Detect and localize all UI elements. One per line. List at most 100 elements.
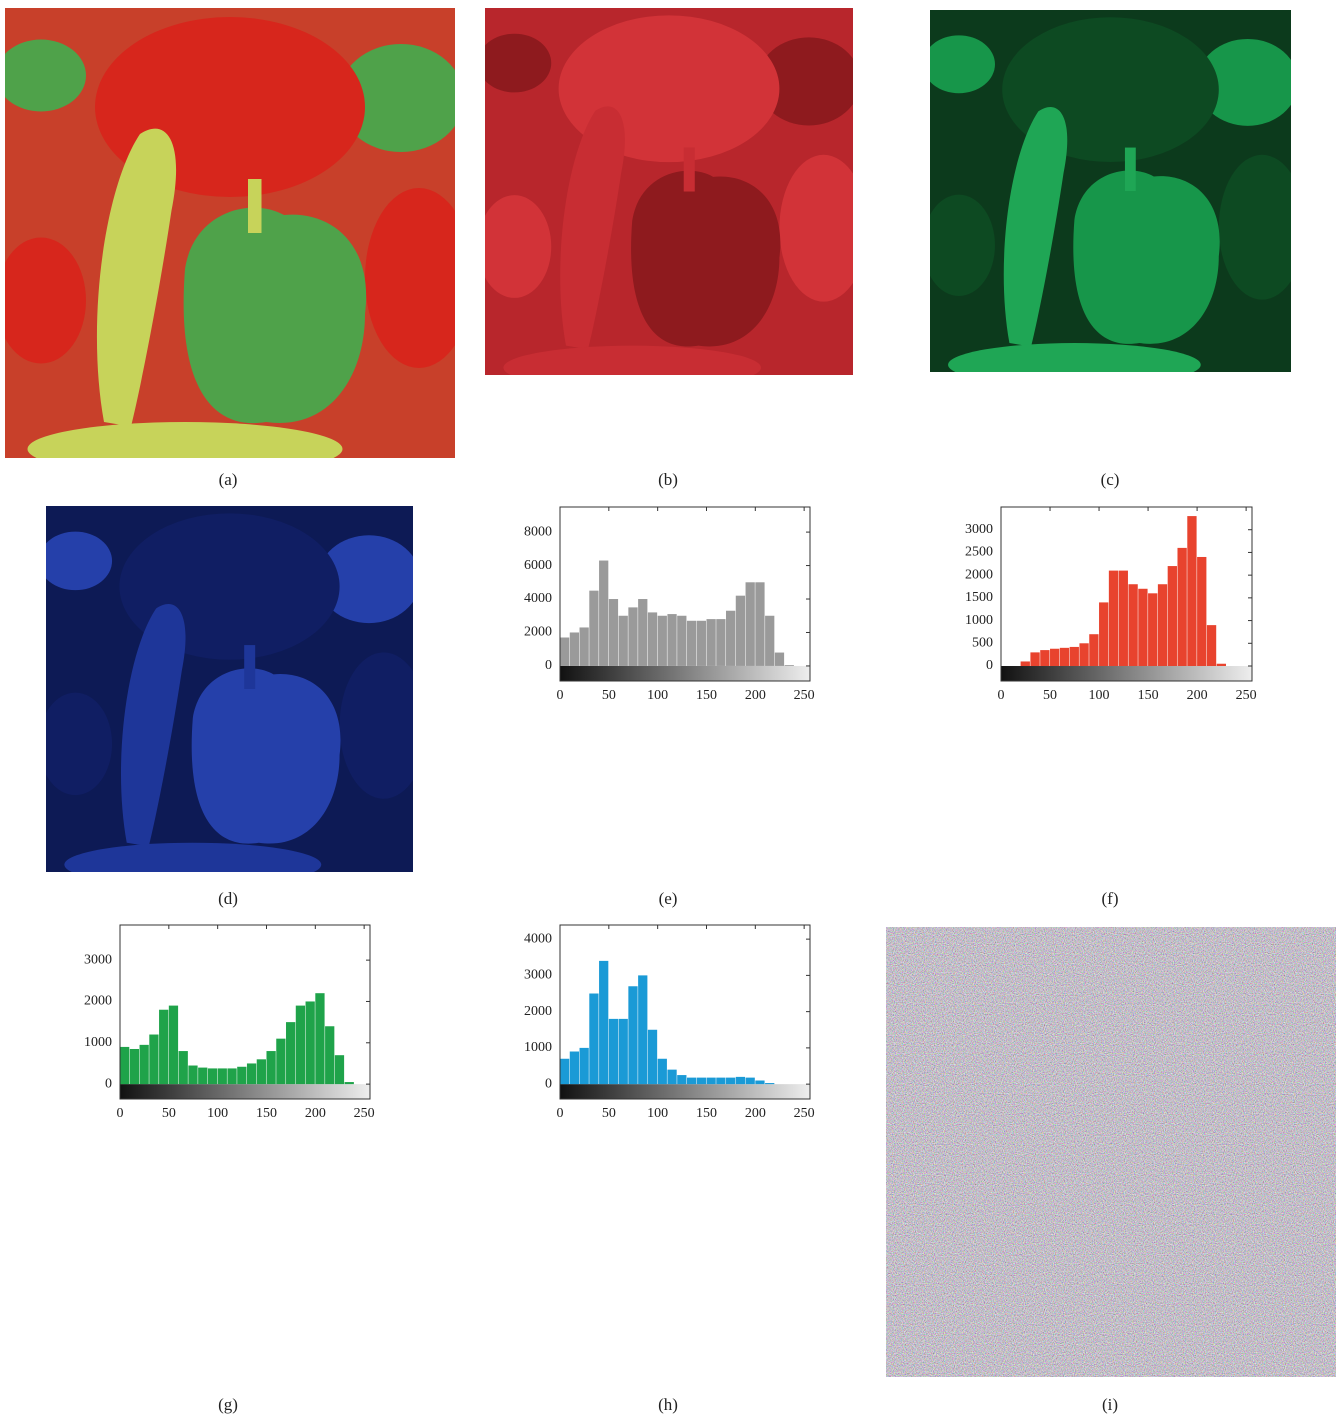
x-tick-label: 0	[557, 1106, 564, 1121]
histogram-bar	[1197, 557, 1206, 666]
histogram-bar	[580, 627, 589, 665]
x-tick-label: 150	[696, 1106, 717, 1121]
histogram-bar	[276, 1039, 285, 1084]
caption: (f)	[1102, 889, 1119, 908]
x-tick-label: 100	[1089, 688, 1110, 703]
histogram-bar	[677, 616, 686, 666]
histogram-bar	[257, 1059, 266, 1084]
histogram-bar	[667, 1070, 676, 1085]
histogram-bar	[1158, 584, 1167, 666]
histogram-bar	[1030, 652, 1039, 666]
x-tick-label: 50	[162, 1106, 176, 1121]
histogram-bar	[1099, 602, 1108, 666]
figure: (a) (b) (c) (d) (e) (f) (g) (h) (i) 0200…	[0, 0, 1341, 1418]
histogram-bar	[1021, 661, 1030, 666]
intensity-bar	[560, 1084, 810, 1099]
x-tick-label: 250	[794, 688, 815, 703]
histogram-bar	[599, 561, 608, 666]
histogram-bar	[218, 1068, 227, 1084]
histogram-bar	[1079, 643, 1088, 666]
image-red	[478, 8, 868, 390]
caption: (a)	[219, 470, 238, 489]
histogram-bar	[706, 619, 715, 666]
x-tick-label: 150	[1138, 688, 1159, 703]
x-tick-label: 150	[696, 688, 717, 703]
histogram-bar	[609, 599, 618, 666]
histogram-bar	[736, 596, 745, 666]
y-tick-label: 500	[972, 636, 993, 651]
histogram-bar	[159, 1010, 168, 1084]
y-tick-label: 6000	[524, 558, 552, 573]
histogram-bar	[1217, 664, 1226, 666]
y-tick-label: 4000	[524, 591, 552, 606]
intensity-bar	[120, 1084, 370, 1099]
histogram-bar	[648, 612, 657, 666]
histogram-bar	[198, 1068, 207, 1085]
image-encrypted	[886, 927, 1336, 1377]
x-tick-label: 0	[117, 1106, 124, 1121]
histogram-bar	[658, 1059, 667, 1084]
x-tick-label: 50	[602, 688, 616, 703]
histogram-bar	[1109, 571, 1118, 666]
y-tick-label: 1000	[524, 1040, 552, 1055]
histogram-bar	[1070, 647, 1079, 666]
histogram-bar	[726, 611, 735, 666]
histogram-bar	[746, 1078, 755, 1085]
histogram-bar	[227, 1068, 236, 1084]
x-tick-label: 0	[557, 688, 564, 703]
histogram-bar	[1060, 648, 1069, 666]
x-tick-label: 100	[647, 688, 668, 703]
x-tick-label: 250	[354, 1106, 375, 1121]
y-tick-label: 0	[986, 658, 993, 673]
histogram-bar	[286, 1022, 295, 1084]
image-original	[0, 8, 473, 476]
histogram-bar	[149, 1035, 158, 1085]
histogram-bar	[716, 619, 725, 666]
histogram-bar	[589, 591, 598, 666]
histogram-bar	[306, 1001, 315, 1084]
caption: (c)	[1101, 470, 1120, 489]
histogram-bar	[266, 1051, 275, 1084]
x-tick-label: 250	[794, 1106, 815, 1121]
y-tick-label: 1500	[965, 590, 993, 605]
histogram-bar	[638, 599, 647, 666]
histogram-bar	[609, 1019, 618, 1084]
histogram-bar	[697, 1078, 706, 1085]
y-tick-label: 1000	[965, 613, 993, 628]
caption: (b)	[658, 470, 678, 489]
histogram-bar	[570, 632, 579, 665]
histogram-bar	[746, 582, 755, 666]
y-tick-label: 2000	[524, 625, 552, 640]
histogram-bar	[130, 1049, 139, 1084]
histogram-bar	[755, 582, 764, 666]
y-tick-label: 0	[545, 1076, 552, 1091]
histogram-bar	[315, 993, 324, 1084]
x-tick-label: 200	[745, 1106, 766, 1121]
histogram-bar	[1187, 516, 1196, 666]
histogram-bar	[560, 638, 569, 666]
x-tick-label: 200	[745, 688, 766, 703]
histogram-bar	[247, 1063, 256, 1084]
intensity-bar	[1001, 666, 1252, 681]
histogram-bar	[580, 1048, 589, 1084]
histogram-bar	[765, 616, 774, 666]
histogram-bar	[638, 975, 647, 1084]
histogram-bar	[706, 1078, 715, 1085]
x-tick-label: 50	[602, 1106, 616, 1121]
histogram-bar	[335, 1055, 344, 1084]
histogram-bar	[1089, 634, 1098, 666]
x-tick-label: 100	[647, 1106, 668, 1121]
histogram-bar	[169, 1006, 178, 1085]
histogram-bar	[188, 1066, 197, 1085]
x-tick-label: 200	[305, 1106, 326, 1121]
histogram-bar	[628, 607, 637, 666]
histogram-bar	[648, 1030, 657, 1084]
histogram-bar	[325, 1026, 334, 1084]
histogram-bar	[1138, 589, 1147, 666]
y-tick-label: 0	[545, 658, 552, 673]
y-tick-label: 3000	[965, 522, 993, 537]
histogram-bar	[345, 1082, 354, 1084]
y-tick-label: 2000	[84, 994, 112, 1009]
x-tick-label: 250	[1236, 688, 1257, 703]
histogram-bar	[785, 665, 794, 666]
